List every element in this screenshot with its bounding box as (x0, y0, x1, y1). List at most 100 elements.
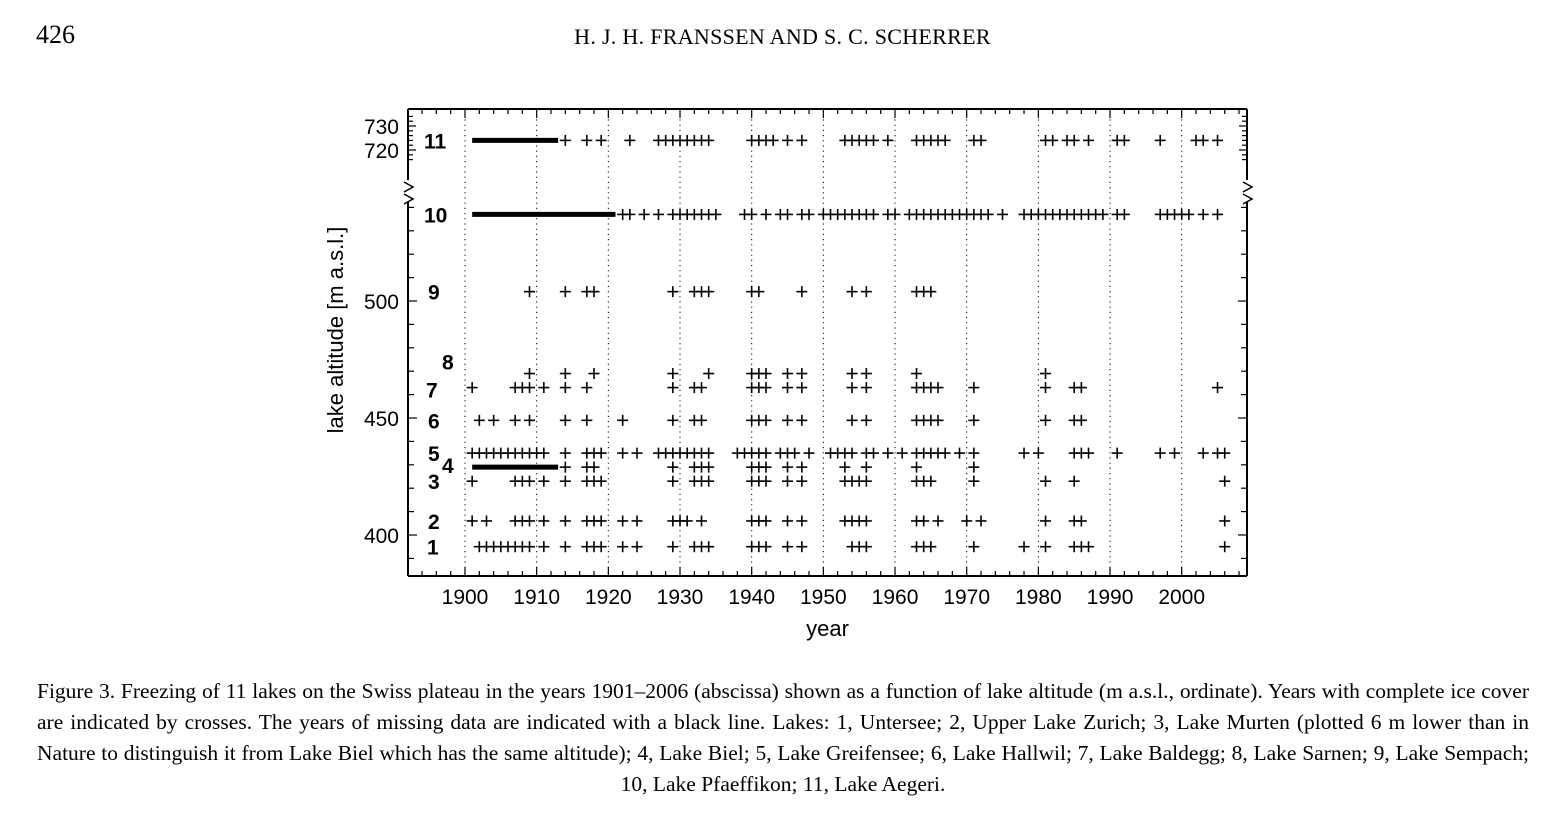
ice-cross-lake-1-1947 (796, 541, 808, 553)
ice-cross-lake-10-1992 (1118, 208, 1130, 220)
ice-cross-lake-8-1909 (524, 368, 536, 380)
lake-label-3: 3 (428, 471, 440, 494)
ice-cross-lake-9-1918 (588, 286, 600, 298)
ice-cross-lake-11-1997 (1154, 134, 1166, 146)
ice-cross-lake-5-1919 (595, 447, 607, 459)
ice-cross-lake-2-1942 (760, 515, 772, 527)
ice-cross-lake-2-1981 (1040, 515, 1052, 527)
ice-cross-lake-8-1918 (588, 368, 600, 380)
ice-cross-lake-2-1964 (918, 515, 930, 527)
ice-cross-lake-2-1945 (782, 515, 794, 527)
ice-cross-lake-5-1946 (789, 447, 801, 459)
ice-cross-lake-5-1999 (1169, 447, 1181, 459)
ice-cross-lake-5-1954 (846, 447, 858, 459)
ice-cross-lake-6-1971 (968, 414, 980, 426)
lake-label-11: 11 (424, 130, 447, 153)
ice-cross-lake-9-1914 (559, 286, 571, 298)
ice-cross-lake-5-2003 (1197, 447, 1209, 459)
ice-cross-lake-6-1942 (760, 414, 772, 426)
ice-cross-lake-2-2006 (1219, 515, 1231, 527)
ice-cross-lake-1-1911 (538, 541, 550, 553)
ice-cross-lake-1-1922 (617, 541, 629, 553)
ice-cross-lake-11-1947 (796, 134, 808, 146)
ice-cross-lake-3-1985 (1068, 475, 1080, 487)
ice-cross-lake-11-1967 (939, 134, 951, 146)
ice-cross-lake-3-1971 (968, 475, 980, 487)
ice-cross-lake-10-2001 (1183, 208, 1195, 220)
ice-cross-lake-10-1957 (868, 208, 880, 220)
ice-cross-lake-5-1978 (1018, 447, 1030, 459)
x-tick-label-1980: 1980 (1015, 586, 1062, 609)
ice-cross-lake-9-1954 (846, 286, 858, 298)
ice-cross-lake-10-1948 (803, 208, 815, 220)
ice-cross-lake-7-1956 (860, 382, 872, 394)
ice-cover-crosses (466, 134, 1231, 553)
ice-cross-lake-6-1966 (932, 414, 944, 426)
grid-lines (464, 109, 1183, 576)
ice-cross-lake-6-1929 (667, 414, 679, 426)
ice-cross-lake-11-1917 (581, 134, 593, 146)
axis-break-mark-upper-left (403, 181, 415, 193)
ice-cross-lake-2-1947 (796, 515, 808, 527)
ice-cross-lake-9-1947 (796, 286, 808, 298)
ice-cross-lake-5-1957 (868, 447, 880, 459)
ice-cross-lake-9-1934 (703, 286, 715, 298)
ice-cross-lake-4-1953 (839, 461, 851, 473)
x-tick-label-1960: 1960 (872, 586, 919, 609)
axis-ticks (408, 109, 1247, 576)
ice-cross-lake-1-1956 (860, 541, 872, 553)
ice-cross-lake-11-1945 (782, 134, 794, 146)
ice-cross-lake-5-1942 (760, 447, 772, 459)
ice-cross-lake-2-1956 (860, 515, 872, 527)
ice-cross-lake-2-1914 (559, 515, 571, 527)
ice-cross-lake-3-1901 (466, 475, 478, 487)
ice-cross-lake-2-1901 (466, 515, 478, 527)
ice-cross-lake-8-1914 (559, 368, 571, 380)
ice-cross-lake-3-1981 (1040, 475, 1052, 487)
ice-cross-lake-6-1947 (796, 414, 808, 426)
x-axis-title: year (806, 616, 849, 641)
ice-cross-lake-8-1934 (703, 368, 715, 380)
ice-cross-lake-3-1956 (860, 475, 872, 487)
ice-cross-lake-1-1929 (667, 541, 679, 553)
lake-label-8: 8 (442, 352, 454, 375)
x-tick-label-1940: 1940 (728, 586, 775, 609)
axis-break-mark-upper-right (1242, 181, 1254, 193)
ice-cross-lake-6-1933 (696, 414, 708, 426)
ice-cross-lake-7-1933 (696, 382, 708, 394)
axis-break-mark-lower-left (403, 193, 415, 205)
ice-cross-lake-9-1941 (753, 286, 765, 298)
ice-cross-lake-7-1929 (667, 382, 679, 394)
ice-cross-lake-1-1914 (559, 541, 571, 553)
ice-cross-lake-6-1917 (581, 414, 593, 426)
ice-cross-lake-2-1986 (1075, 515, 1087, 527)
ice-cross-lake-10-1940 (746, 208, 758, 220)
ice-cross-lake-6-1956 (860, 414, 872, 426)
ice-cross-lake-1-1965 (925, 541, 937, 553)
y-tick-label-450: 450 (364, 408, 399, 431)
ice-cross-lake-1-1971 (968, 541, 980, 553)
y-tick-label-720: 720 (364, 140, 399, 163)
ice-cross-lake-10-1975 (997, 208, 1009, 220)
ice-cross-lake-9-1956 (860, 286, 872, 298)
ice-cross-lake-3-1911 (538, 475, 550, 487)
ice-cross-lake-5-1991 (1111, 447, 1123, 459)
ice-cross-lake-11-1934 (703, 134, 715, 146)
ice-cross-lake-1-2006 (1219, 541, 1231, 553)
ice-cross-lake-7-1917 (581, 382, 593, 394)
ice-cross-lake-5-1922 (617, 447, 629, 459)
ice-cross-lake-4-1929 (667, 461, 679, 473)
ice-cross-lake-3-1965 (925, 475, 937, 487)
ice-cross-lake-3-1934 (703, 475, 715, 487)
x-tick-label-1930: 1930 (657, 586, 704, 609)
ice-cross-lake-6-1904 (488, 414, 500, 426)
axis-labels: 1900 1910 1920 1930 1940 1950 1960 1970 1980 1990… (323, 116, 1205, 641)
x-tick-label-1910: 1910 (513, 586, 560, 609)
ice-cross-lake-1-1924 (631, 541, 643, 553)
ice-cross-lake-10-1973 (982, 208, 994, 220)
ice-cross-lake-11-1972 (975, 134, 987, 146)
ice-cross-lake-2-1970 (961, 515, 973, 527)
ice-cross-lake-8-1942 (760, 368, 772, 380)
figure-caption: Figure 3. Freezing of 11 lakes on the Sw… (37, 679, 1529, 796)
ice-cross-lake-11-1959 (882, 134, 894, 146)
